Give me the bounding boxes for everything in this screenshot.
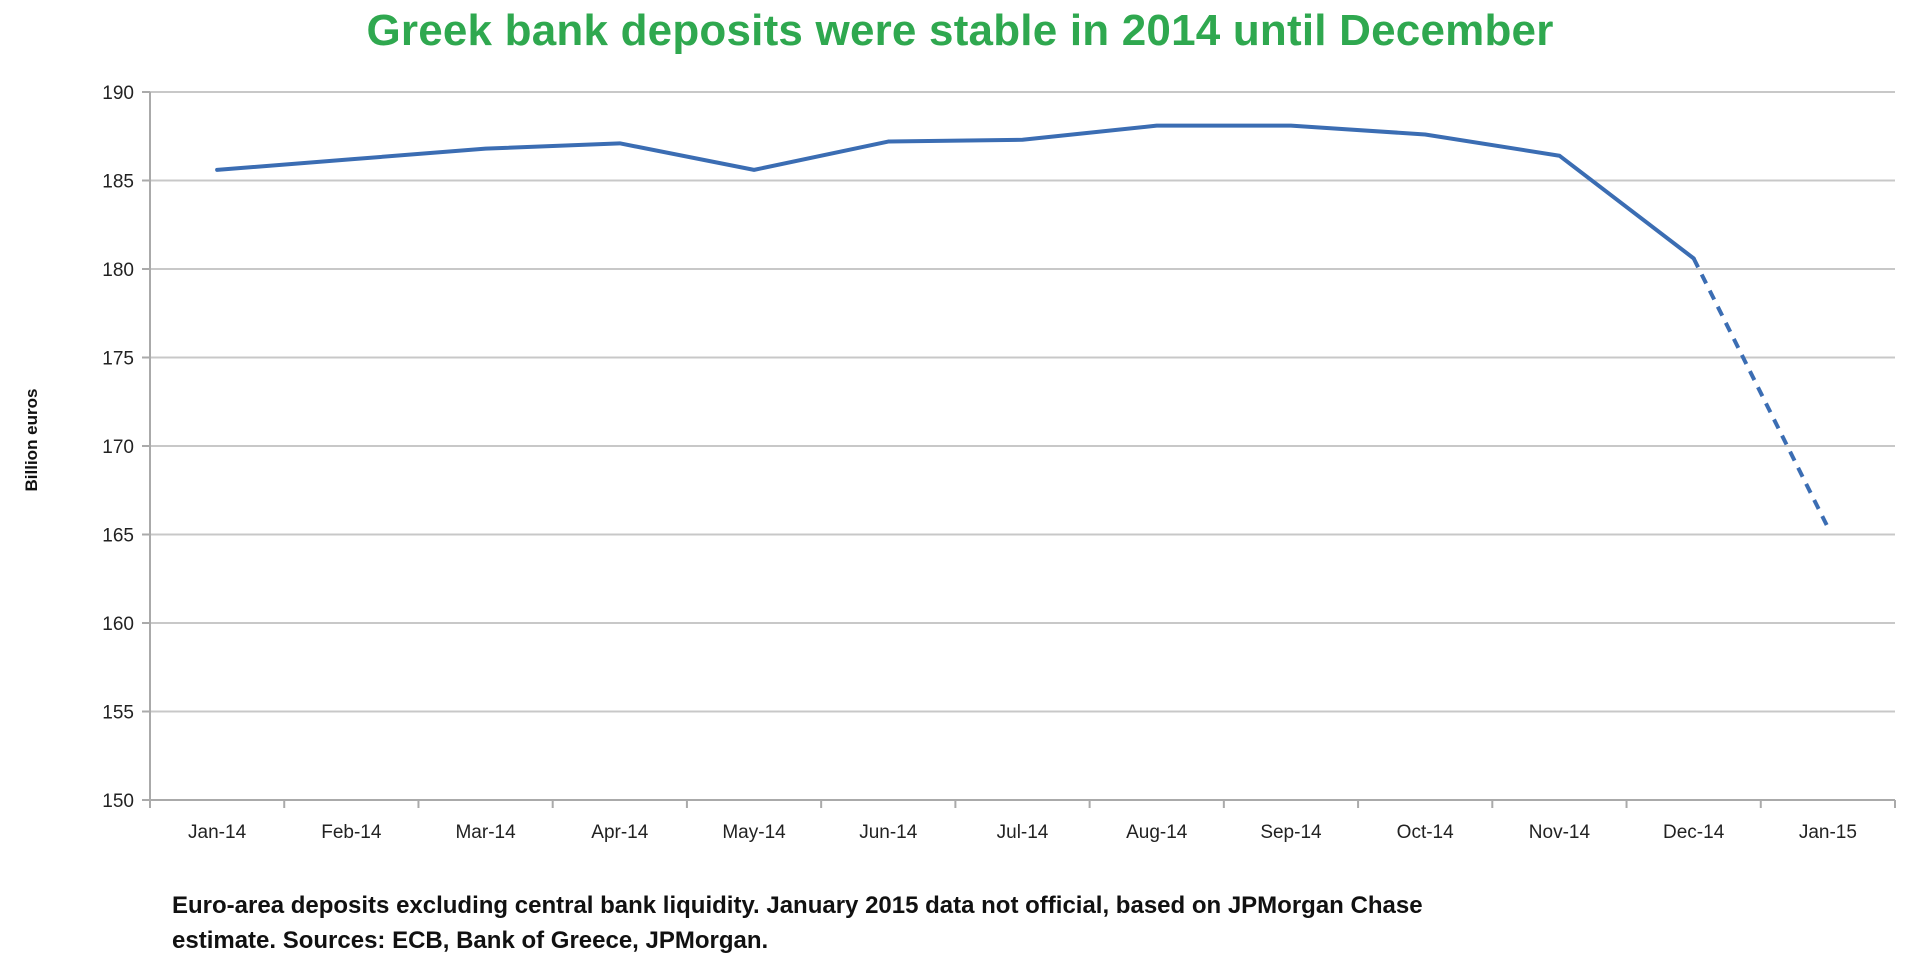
x-tick-label: Sep-14 <box>1260 822 1322 843</box>
x-tick-label: Aug-14 <box>1126 822 1188 843</box>
y-tick-label: 170 <box>102 437 134 458</box>
x-tick-label: Feb-14 <box>321 822 382 843</box>
x-tick-label: Dec-14 <box>1663 822 1725 843</box>
grid-lines <box>150 91 1895 713</box>
x-tick-label: Jun-14 <box>859 822 918 843</box>
x-tick-label: Jul-14 <box>997 822 1049 843</box>
y-tick-label: 160 <box>102 614 134 635</box>
x-tick-label: Mar-14 <box>455 822 516 843</box>
x-tick-label: Apr-14 <box>591 822 648 843</box>
x-tick-label: Jan-15 <box>1799 822 1857 843</box>
footnote-line-2: estimate. Sources: ECB, Bank of Greece, … <box>172 927 769 954</box>
y-tick-label: 155 <box>102 703 134 724</box>
chart-title: Greek bank deposits were stable in 2014 … <box>366 6 1554 55</box>
footnote: Euro-area deposits excluding central ban… <box>172 888 1672 958</box>
x-tick-label: Nov-14 <box>1529 822 1591 843</box>
footnote-line-1: Euro-area deposits excluding central ban… <box>172 892 1423 919</box>
y-tick-label: 180 <box>102 260 134 281</box>
y-tick-label: 175 <box>102 349 134 370</box>
series-group <box>215 123 1830 529</box>
y-tick-label: 150 <box>102 791 134 812</box>
x-tick-label: Oct-14 <box>1397 822 1454 843</box>
y-tick-label: 185 <box>102 172 134 193</box>
y-axis-ticks: 150 155 160 165 170 175 180 185 190 <box>102 83 134 812</box>
y-tick-label: 165 <box>102 526 134 547</box>
x-axis-ticks: Jan-14 Feb-14 Mar-14 Apr-14 May-14 Jun-14 Jul-… <box>188 822 1857 843</box>
axes <box>142 91 1896 808</box>
x-tick-label: Jan-14 <box>188 822 247 843</box>
y-tick-label: 190 <box>102 83 134 104</box>
x-tick-label: May-14 <box>722 822 786 843</box>
series-line-dashed <box>1691 257 1830 529</box>
series-line-solid <box>215 123 1696 261</box>
y-axis-label: Billion euros <box>22 388 41 492</box>
